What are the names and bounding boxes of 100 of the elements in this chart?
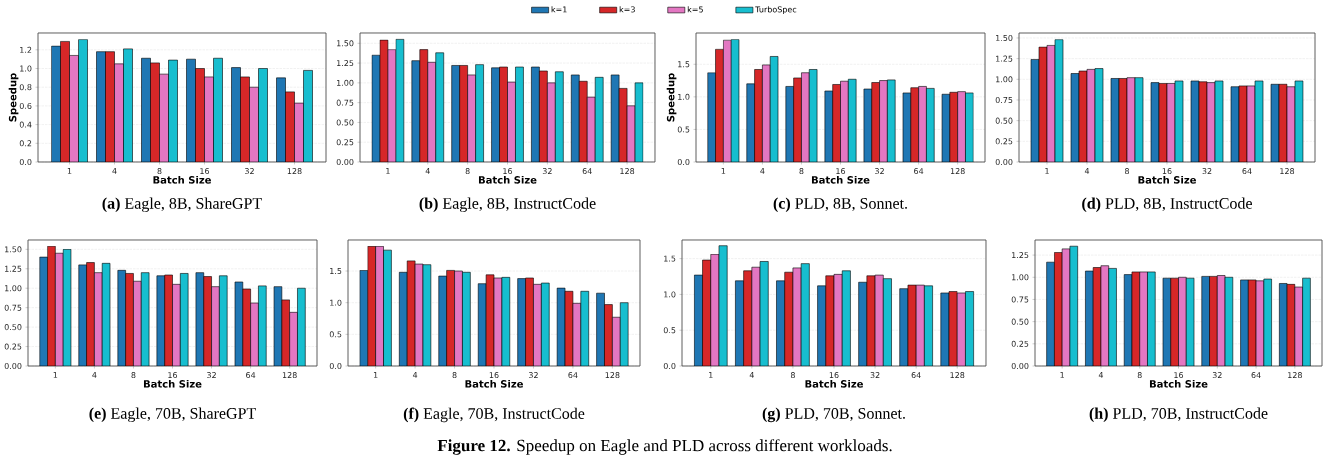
y-tick-label: 1.0 xyxy=(20,65,32,72)
x-tick-label: 128 xyxy=(950,372,965,379)
x-tick-label: 64 xyxy=(582,168,592,175)
y-tick-label: 0.0 xyxy=(19,158,32,166)
x-tick-label: 4 xyxy=(412,372,418,378)
y-tick-label: 0.50 xyxy=(4,324,22,331)
text: (c) PLD, 8B, Sonnet. xyxy=(773,197,907,213)
y-tick-label: 1.50 xyxy=(996,34,1013,41)
x-tick-label: 1 xyxy=(721,168,726,174)
x-tick-label: 4 xyxy=(749,372,754,378)
y-tick-label: 1.25 xyxy=(996,55,1013,62)
x-tick-label: 1 xyxy=(67,168,72,174)
y-tick-label: 1.00 xyxy=(996,76,1013,83)
y-tick-label: 0.0 xyxy=(677,158,690,166)
y-tick-label: 1.25 xyxy=(1012,252,1029,259)
y-tick-label: 0.25 xyxy=(4,343,22,350)
text: Figure 12. Speedup on Eagle and PLD across different workloads. xyxy=(437,439,892,455)
x-tick-label: 4 xyxy=(425,168,430,174)
y-tick-label: 0.75 xyxy=(4,304,22,311)
x-tick-label: 32 xyxy=(1212,372,1222,379)
x-tick-label: 8 xyxy=(465,168,470,175)
x-tick-label: 4 xyxy=(1084,168,1090,174)
x-tick-label: 16 xyxy=(836,168,846,175)
x-tick-label: 64 xyxy=(1242,168,1252,175)
x-tick-label: 32 xyxy=(528,372,538,379)
text: (a) Eagle, 8B, ShareGPT xyxy=(102,197,262,213)
y-tick-label: 0.75 xyxy=(1011,296,1029,303)
x-tick-label: 32 xyxy=(870,372,880,379)
y-tick-label: 1.25 xyxy=(337,60,354,67)
x-tick-label: 1 xyxy=(53,372,58,378)
y-tick-label: 1.5 xyxy=(330,268,342,274)
y-tick-label: 0.25 xyxy=(336,139,354,146)
x-tick-label: 16 xyxy=(1162,168,1172,175)
x-axis-title: Batch Size xyxy=(1138,175,1196,184)
x-tick-label: 128 xyxy=(950,168,965,175)
x-tick-label: 32 xyxy=(207,372,216,379)
y-tick-label: 0.00 xyxy=(336,158,354,166)
y-tick-label: 0.5 xyxy=(329,331,342,338)
y-tick-label: 1.25 xyxy=(5,265,22,272)
x-tick-label: 8 xyxy=(790,372,795,379)
y-tick-label: 0.8 xyxy=(19,84,32,91)
x-tick-label: 4 xyxy=(760,168,765,174)
x-tick-label: 16 xyxy=(168,372,178,379)
x-tick-label: 128 xyxy=(282,372,297,379)
x-tick-label: 8 xyxy=(157,168,162,175)
y-tick-label: 0.50 xyxy=(1011,318,1029,325)
x-tick-label: 32 xyxy=(245,168,254,175)
x-tick-label: 4 xyxy=(112,168,117,174)
y-tick-label: 0.0 xyxy=(663,362,676,370)
x-tick-label: 32 xyxy=(542,168,552,175)
legend-label: k=1 xyxy=(551,6,567,13)
legend-label: k=3 xyxy=(619,6,635,13)
y-tick-label: 1.5 xyxy=(664,255,676,262)
y-tick-label: 1.0 xyxy=(330,299,342,306)
x-tick-label: 8 xyxy=(1125,168,1130,175)
y-axis-title: Speedup xyxy=(8,73,19,122)
x-axis-title: Batch Size xyxy=(811,175,870,184)
x-tick-label: 8 xyxy=(799,168,804,175)
y-tick-label: 0.2 xyxy=(19,140,32,147)
legend-label: TurboSpec xyxy=(755,6,797,14)
x-tick-label: 128 xyxy=(605,372,620,379)
y-tick-label: 1.00 xyxy=(5,285,22,292)
text: (g) PLD, 70B, Sonnet. xyxy=(762,407,905,423)
x-tick-label: 4 xyxy=(1098,372,1104,378)
x-tick-label: 16 xyxy=(200,168,210,175)
x-tick-label: 16 xyxy=(1174,372,1184,379)
y-tick-label: 0.00 xyxy=(995,158,1013,166)
x-tick-label: 8 xyxy=(452,372,457,379)
y-tick-label: 0.00 xyxy=(4,362,22,370)
x-tick-label: 8 xyxy=(131,372,136,379)
y-tick-label: 1.00 xyxy=(337,79,354,86)
y-tick-label: 0.25 xyxy=(995,138,1013,145)
y-tick-label: 1.2 xyxy=(20,46,32,53)
text: (f) Eagle, 70B, InstructCode xyxy=(403,407,585,423)
x-tick-label: 1 xyxy=(386,168,390,174)
x-tick-label: 64 xyxy=(246,372,256,379)
y-tick-label: 1.5 xyxy=(678,61,690,68)
y-tick-label: 0.50 xyxy=(336,119,354,126)
x-tick-label: 128 xyxy=(620,168,635,175)
text: (e) Eagle, 70B, ShareGPT xyxy=(89,407,256,423)
x-tick-label: 64 xyxy=(911,372,921,379)
x-axis-title: Batch Size xyxy=(153,175,211,184)
x-tick-label: 128 xyxy=(1288,372,1302,379)
legend-label: k=5 xyxy=(687,6,703,13)
x-tick-label: 32 xyxy=(1202,168,1212,175)
y-tick-label: 1.0 xyxy=(664,291,676,298)
text: (d) PLD, 8B, InstructCode xyxy=(1082,197,1252,213)
y-axis-title: Speedup xyxy=(666,73,677,122)
x-tick-label: 64 xyxy=(1251,372,1261,379)
text: (h) PLD, 70B, InstructCode xyxy=(1089,407,1268,423)
x-tick-label: 4 xyxy=(92,372,97,378)
y-tick-label: 0.75 xyxy=(995,96,1013,103)
y-tick-label: 0.4 xyxy=(19,121,32,128)
y-tick-label: 0.75 xyxy=(336,99,354,106)
y-tick-label: 1.00 xyxy=(1012,274,1029,281)
x-axis-title: Batch Size xyxy=(478,175,537,184)
x-axis-title: Batch Size xyxy=(1149,379,1208,388)
x-tick-label: 128 xyxy=(1280,168,1295,175)
text: (b) Eagle, 8B, InstructCode xyxy=(419,197,596,213)
y-tick-label: 1.50 xyxy=(337,40,354,47)
